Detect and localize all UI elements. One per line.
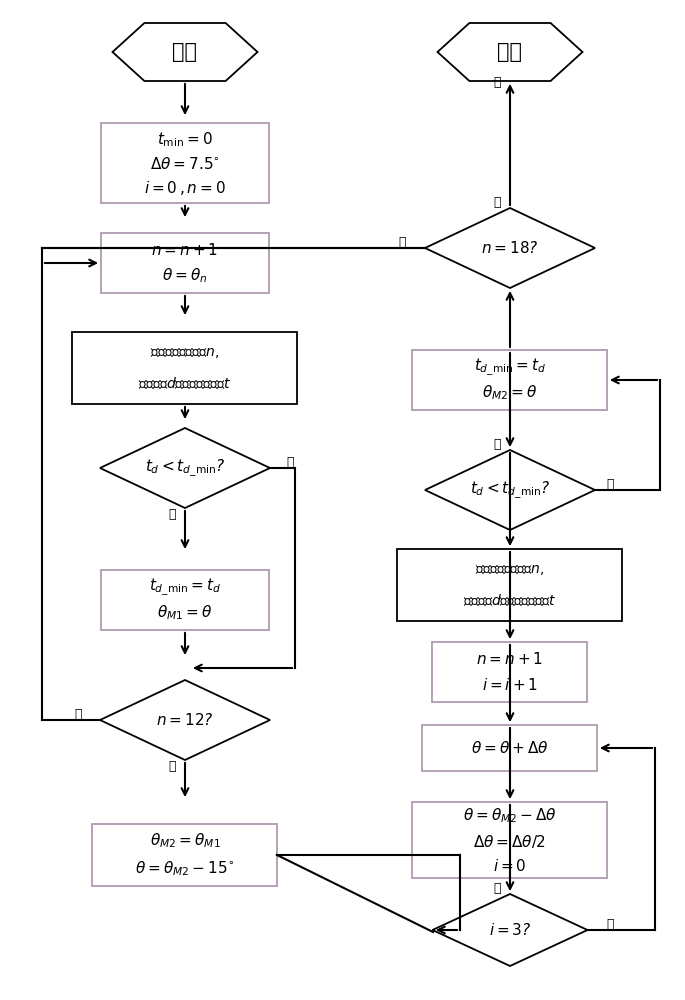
Bar	[101, 123, 269, 203]
Bar	[432, 642, 588, 702]
Text: $i=0$: $i=0$	[493, 858, 527, 874]
Text: $\theta_{M2}=\theta_{M1}$: $\theta_{M2}=\theta_{M1}$	[149, 832, 221, 850]
Text: 是: 是	[493, 882, 501, 894]
Text: 开始: 开始	[173, 42, 197, 62]
Text: $n=n+1$: $n=n+1$	[151, 242, 219, 258]
Text: 否: 否	[398, 235, 406, 248]
Text: 同时测量$d$轴电流衰减时间$t$: 同时测量$d$轴电流衰减时间$t$	[138, 375, 232, 391]
Text: $n=n+1$: $n=n+1$	[477, 651, 543, 667]
Text: $i=3$?: $i=3$?	[489, 922, 532, 938]
Polygon shape	[432, 894, 588, 966]
Text: $t_{d\_\mathrm{min}}=t_d$: $t_{d\_\mathrm{min}}=t_d$	[149, 576, 221, 598]
Polygon shape	[438, 23, 582, 81]
Text: 否: 否	[606, 918, 614, 930]
Text: 注入空间电压矢量$n$,: 注入空间电压矢量$n$,	[475, 563, 545, 577]
Bar	[397, 549, 623, 621]
Text: $i=0\,,n=0$: $i=0\,,n=0$	[144, 179, 226, 197]
Text: 是: 是	[169, 508, 176, 520]
Text: 同时测量$d$轴电流衰减时间$t$: 同时测量$d$轴电流衰减时间$t$	[463, 592, 557, 608]
Bar	[101, 570, 269, 630]
Text: $\theta_{M1}=\theta$: $\theta_{M1}=\theta$	[158, 604, 213, 622]
Text: 是: 是	[493, 76, 501, 89]
Text: 是: 是	[169, 760, 176, 772]
Bar	[101, 233, 269, 293]
Bar	[412, 802, 608, 878]
Polygon shape	[425, 208, 595, 288]
Text: $\theta=\theta_n$: $\theta=\theta_n$	[162, 267, 208, 285]
Bar	[412, 350, 608, 410]
Text: 注入空间电压矢量$n$,: 注入空间电压矢量$n$,	[150, 346, 220, 360]
Bar	[73, 332, 297, 404]
Polygon shape	[425, 450, 595, 530]
Text: $n=18$?: $n=18$?	[481, 240, 539, 256]
Text: $\Delta\theta=7.5^{\circ}$: $\Delta\theta=7.5^{\circ}$	[150, 156, 220, 172]
Text: 是: 是	[493, 438, 501, 450]
Text: $t_{\mathrm{min}}=0$: $t_{\mathrm{min}}=0$	[157, 131, 213, 149]
Bar	[92, 824, 277, 886]
Text: $\theta=\theta+\Delta\theta$: $\theta=\theta+\Delta\theta$	[471, 740, 549, 756]
Text: 否: 否	[74, 708, 82, 720]
Text: $i=i+1$: $i=i+1$	[482, 677, 538, 693]
Text: $n=12$?: $n=12$?	[156, 712, 214, 728]
Text: $t_d<t_{d\_\mathrm{min}}$?: $t_d<t_{d\_\mathrm{min}}$?	[470, 479, 550, 501]
Text: 是: 是	[493, 196, 501, 209]
Text: $t_d<t_{d\_\mathrm{min}}$?: $t_d<t_{d\_\mathrm{min}}$?	[145, 457, 225, 479]
Bar	[423, 725, 597, 771]
Text: $\Delta\theta=\Delta\theta/2$: $\Delta\theta=\Delta\theta/2$	[473, 834, 547, 850]
Text: 否: 否	[606, 478, 614, 490]
Polygon shape	[100, 680, 270, 760]
Text: 结束: 结束	[497, 42, 523, 62]
Text: 否: 否	[286, 456, 294, 468]
Polygon shape	[112, 23, 258, 81]
Polygon shape	[100, 428, 270, 508]
Text: $t_{d\_\mathrm{min}}=t_d$: $t_{d\_\mathrm{min}}=t_d$	[474, 356, 546, 378]
Text: $\theta_{M2}=\theta$: $\theta_{M2}=\theta$	[482, 384, 538, 402]
Text: $\theta=\theta_{M2}-15^{\circ}$: $\theta=\theta_{M2}-15^{\circ}$	[136, 860, 234, 878]
Text: $\theta=\theta_{M2}-\Delta\theta$: $\theta=\theta_{M2}-\Delta\theta$	[463, 807, 557, 825]
